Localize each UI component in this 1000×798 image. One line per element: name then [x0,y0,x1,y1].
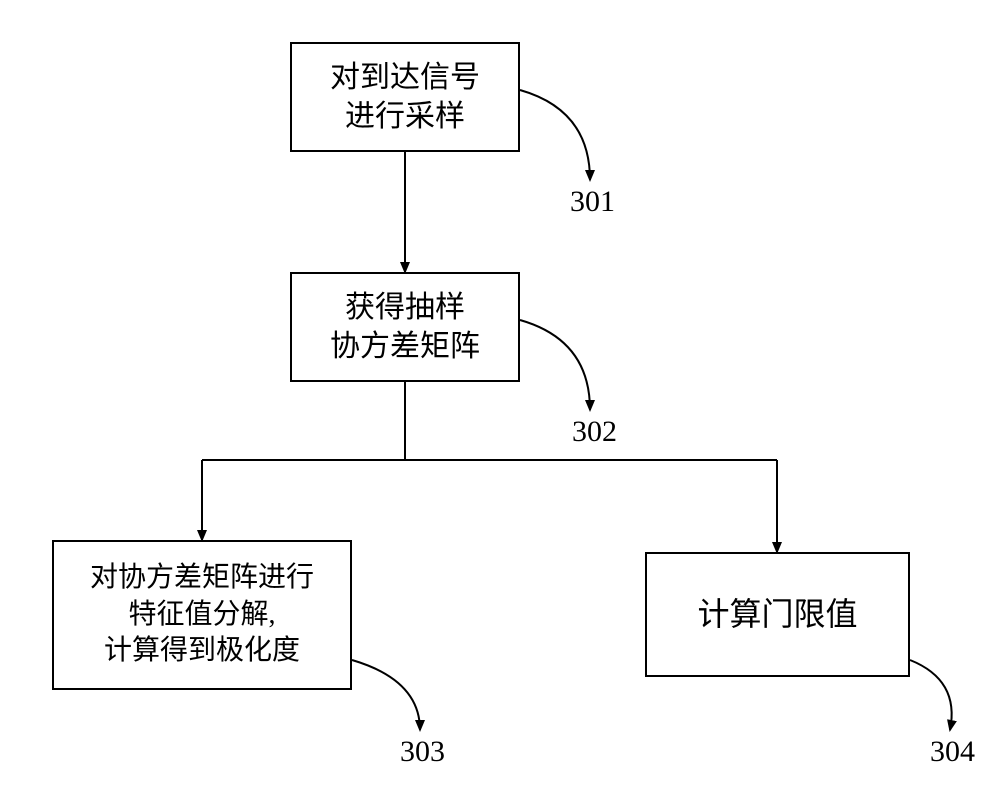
step-label-302: 302 [572,415,617,449]
node-text: 获得抽样协方差矩阵 [330,288,480,366]
label-text: 304 [930,735,975,768]
step-label-304: 304 [930,735,975,769]
node-text: 计算门限值 [697,594,857,636]
flow-node-eigen-decompose: 对协方差矩阵进行特征值分解,计算得到极化度 [52,540,352,690]
flow-node-covariance-matrix: 获得抽样协方差矩阵 [290,272,520,382]
label-text: 302 [572,415,617,448]
label-text: 301 [570,185,615,218]
flow-node-sample-signal: 对到达信号进行采样 [290,42,520,152]
step-label-303: 303 [400,735,445,769]
label-text: 303 [400,735,445,768]
node-text: 对协方差矩阵进行特征值分解,计算得到极化度 [90,560,314,669]
node-text: 对到达信号进行采样 [330,58,480,136]
flow-node-threshold: 计算门限值 [645,552,910,677]
step-label-301: 301 [570,185,615,219]
